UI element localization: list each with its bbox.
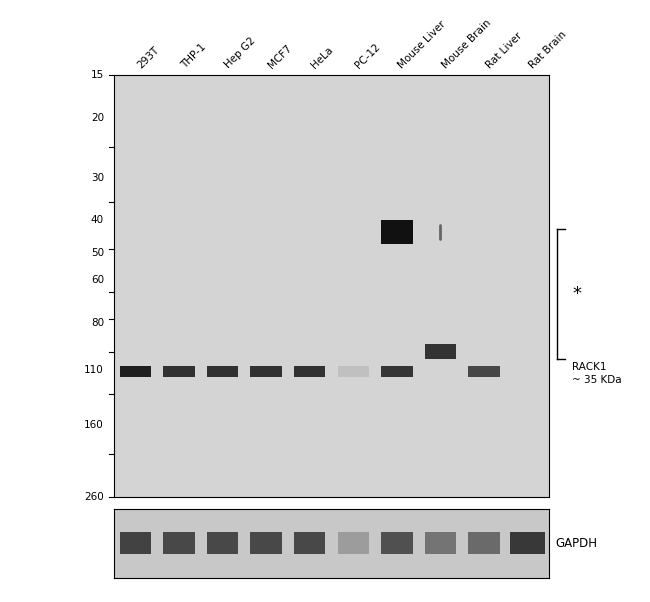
- Text: 293T: 293T: [136, 45, 161, 70]
- Text: MCF7: MCF7: [266, 43, 294, 70]
- Bar: [163, 365, 195, 377]
- Bar: [294, 532, 326, 554]
- Text: Mouse Liver: Mouse Liver: [396, 19, 448, 70]
- Text: 50: 50: [91, 248, 104, 258]
- Bar: [381, 220, 413, 244]
- Text: 15: 15: [91, 70, 104, 80]
- Text: PC-12: PC-12: [354, 42, 382, 70]
- Text: 80: 80: [91, 317, 104, 327]
- Text: 260: 260: [84, 492, 104, 501]
- Bar: [250, 365, 282, 377]
- Text: 40: 40: [91, 215, 104, 225]
- Bar: [163, 532, 195, 554]
- Text: Rat Liver: Rat Liver: [484, 31, 524, 70]
- Bar: [510, 532, 545, 554]
- Bar: [207, 365, 239, 377]
- Bar: [424, 344, 456, 359]
- Text: Hep G2: Hep G2: [222, 36, 257, 70]
- Bar: [207, 532, 239, 554]
- Text: THP-1: THP-1: [179, 42, 207, 70]
- Bar: [120, 532, 151, 554]
- Text: HeLa: HeLa: [309, 45, 335, 70]
- Text: Mouse Brain: Mouse Brain: [441, 17, 493, 70]
- Text: 20: 20: [91, 113, 104, 123]
- Bar: [294, 365, 326, 377]
- Text: 160: 160: [84, 420, 104, 430]
- Bar: [468, 365, 500, 377]
- Bar: [120, 365, 151, 377]
- Text: GAPDH: GAPDH: [556, 537, 598, 550]
- Bar: [337, 365, 369, 377]
- Text: Rat Brain: Rat Brain: [527, 29, 569, 70]
- Bar: [337, 532, 369, 554]
- Text: 30: 30: [91, 173, 104, 182]
- Text: 60: 60: [91, 275, 104, 285]
- Bar: [381, 365, 413, 377]
- Bar: [424, 532, 456, 554]
- Bar: [381, 532, 413, 554]
- Text: RACK1
~ 35 KDa: RACK1 ~ 35 KDa: [573, 362, 622, 385]
- Bar: [468, 532, 500, 554]
- Text: 110: 110: [84, 365, 104, 374]
- Text: *: *: [573, 285, 581, 303]
- Bar: [250, 532, 282, 554]
